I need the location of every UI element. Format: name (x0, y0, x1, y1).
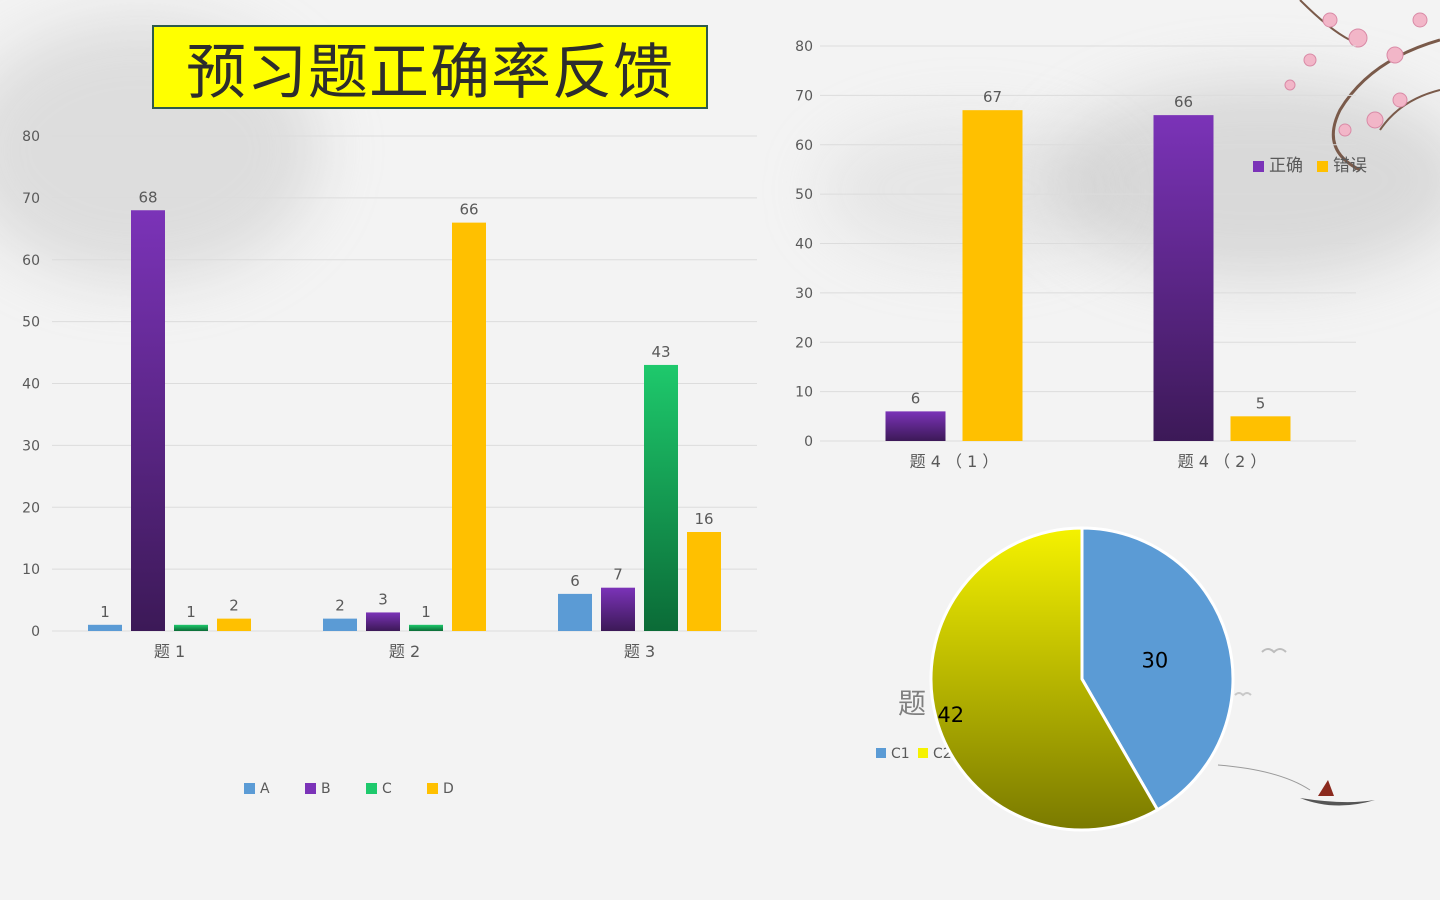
data-label: 66 (459, 201, 478, 219)
data-label: 5 (1256, 394, 1266, 412)
y-tick-label: 40 (795, 237, 813, 253)
y-tick-label: 40 (22, 377, 40, 393)
title-banner: 预习题正确率反馈 (152, 25, 708, 109)
data-label: 43 (651, 343, 670, 361)
x-tick-label: 题 2 (389, 642, 420, 661)
y-tick-label: 20 (22, 500, 40, 516)
y-tick-label: 30 (795, 286, 813, 302)
data-label: 2 (229, 597, 239, 615)
data-label: 2 (335, 597, 345, 615)
data-label: 3 (378, 590, 388, 608)
legend-label: B (321, 781, 331, 797)
legend-swatch (305, 783, 316, 794)
bar (558, 593, 592, 631)
data-label: 1 (421, 603, 431, 621)
y-tick-label: 60 (22, 253, 40, 269)
data-label: 16 (694, 510, 713, 528)
y-tick-label: 20 (795, 335, 813, 351)
data-label: 7 (613, 566, 623, 584)
bar (644, 364, 678, 631)
bar (174, 624, 208, 631)
legend-label: D (443, 781, 454, 797)
y-tick-label: 0 (31, 624, 40, 640)
data-label: 42 (937, 703, 964, 727)
bar (1230, 416, 1291, 441)
bar (687, 532, 721, 631)
bar (217, 618, 251, 631)
bar (323, 618, 357, 631)
x-tick-label: 题 4 （ 1 ） (910, 452, 999, 471)
y-tick-label: 70 (795, 88, 813, 104)
data-label: 6 (570, 572, 580, 590)
x-tick-label: 题 1 (154, 642, 185, 661)
data-label: 30 (1142, 648, 1169, 672)
x-tick-label: 题 3 (624, 642, 655, 661)
legend-swatch (876, 748, 886, 758)
x-tick-label: 题 4 （ 2 ） (1178, 452, 1267, 471)
pie-slice (1080, 526, 1235, 812)
y-tick-label: 30 (22, 438, 40, 454)
y-tick-label: 80 (795, 39, 813, 55)
bar (131, 210, 165, 631)
legend-swatch (918, 748, 928, 758)
data-label: 68 (138, 188, 157, 206)
bar (885, 411, 946, 441)
data-label: 1 (100, 603, 110, 621)
bar (1153, 115, 1214, 441)
y-tick-label: 60 (795, 138, 813, 154)
y-tick-label: 70 (22, 191, 40, 207)
page-title: 预习题正确率反馈 (186, 37, 674, 108)
legend-label: C1 (891, 746, 910, 762)
y-tick-label: 10 (795, 385, 813, 401)
bar (88, 624, 122, 631)
bar (962, 110, 1023, 441)
legend-swatch (1317, 161, 1328, 172)
legend-swatch (244, 783, 255, 794)
y-tick-label: 10 (22, 562, 40, 578)
legend-label: A (260, 781, 270, 797)
legend-label: 错误 (1333, 156, 1367, 176)
bar (366, 612, 400, 631)
legend-label: C (382, 781, 392, 797)
bar (409, 624, 443, 631)
legend-swatch (366, 783, 377, 794)
legend-label: 正确 (1269, 156, 1303, 176)
bar (601, 587, 635, 631)
legend-swatch (1253, 161, 1264, 172)
data-label: 67 (983, 88, 1002, 106)
y-tick-label: 0 (804, 434, 813, 450)
data-label: 6 (911, 389, 921, 407)
y-tick-label: 50 (22, 315, 40, 331)
bar (452, 222, 486, 631)
pie-slice (929, 526, 1160, 832)
y-tick-label: 80 (22, 129, 40, 145)
legend-swatch (427, 783, 438, 794)
data-label: 66 (1174, 93, 1193, 111)
data-label: 1 (186, 603, 196, 621)
y-tick-label: 50 (795, 187, 813, 203)
